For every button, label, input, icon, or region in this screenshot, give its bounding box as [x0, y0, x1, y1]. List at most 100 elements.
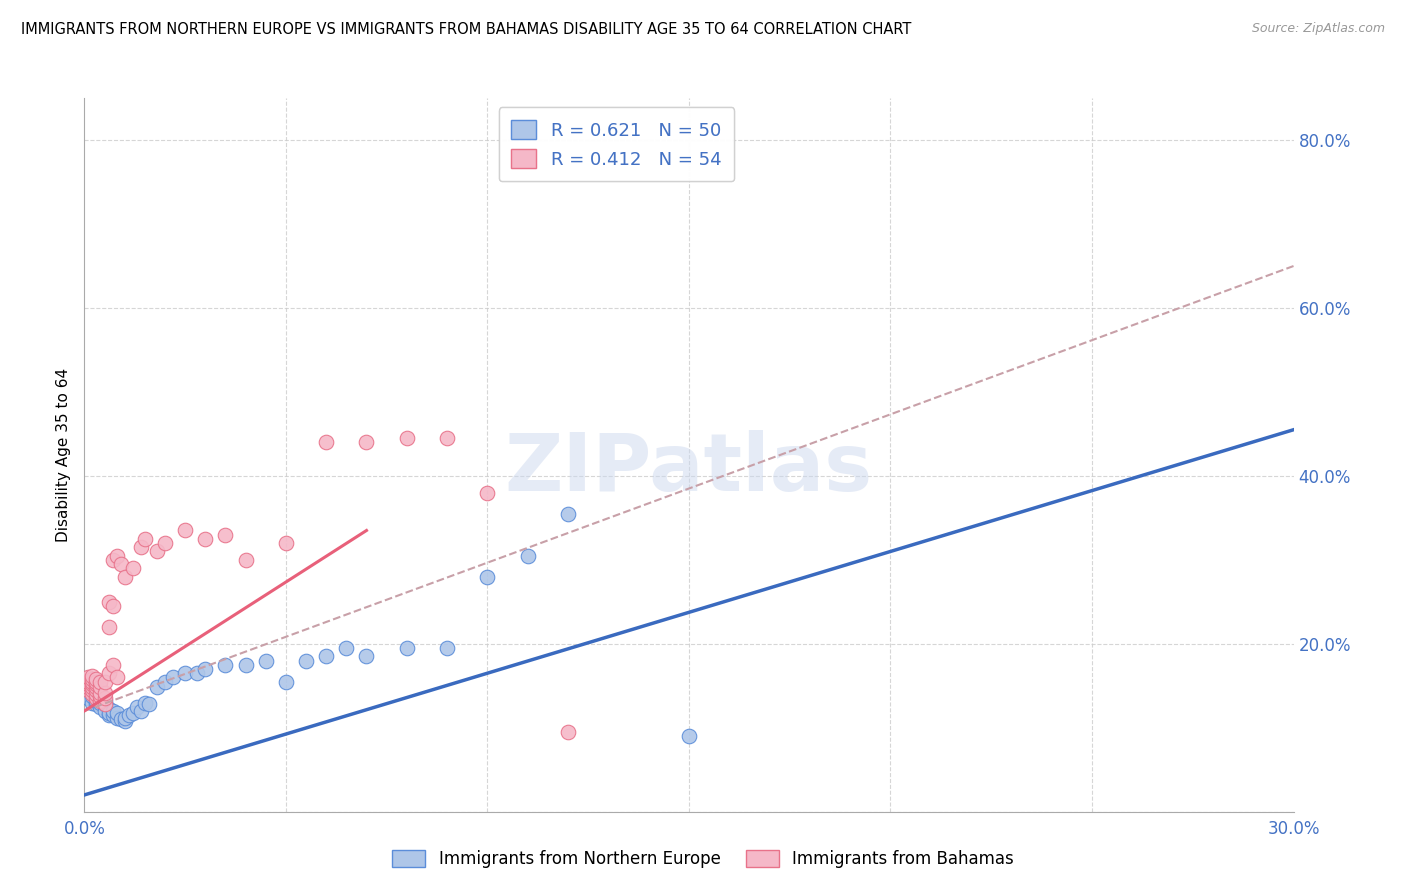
Point [77, 670, 100, 684]
Point [295, 654, 318, 668]
Point [315, 649, 337, 664]
Point [129, 541, 152, 555]
Point [101, 599, 124, 613]
Point [146, 544, 169, 558]
Point [93, 674, 115, 689]
Text: IMMIGRANTS FROM NORTHERN EUROPE VS IMMIGRANTS FROM BAHAMAS DISABILITY AGE 35 TO : IMMIGRANTS FROM NORTHERN EUROPE VS IMMIG… [21, 22, 911, 37]
Point [97, 595, 120, 609]
Point [77, 674, 100, 689]
Point [110, 712, 132, 726]
Point [77, 691, 100, 706]
Point [82, 689, 104, 703]
Point [86, 674, 108, 689]
Point [436, 640, 458, 655]
Point [93, 691, 115, 706]
Point [129, 704, 152, 718]
Point [89, 685, 111, 699]
Point [125, 699, 148, 714]
Point [82, 672, 104, 686]
Point [678, 729, 700, 743]
Point [557, 725, 579, 739]
Point [153, 674, 176, 689]
Point [214, 527, 236, 541]
Point [174, 524, 197, 538]
Point [356, 435, 378, 450]
Point [89, 681, 111, 695]
Point [114, 569, 136, 583]
Point [121, 706, 143, 720]
Point [274, 674, 297, 689]
Point [105, 711, 128, 725]
Point [153, 536, 176, 550]
Point [82, 696, 104, 710]
Point [86, 677, 108, 691]
Point [146, 681, 169, 695]
Point [89, 696, 111, 710]
Legend: R = 0.621   N = 50, R = 0.412   N = 54: R = 0.621 N = 50, R = 0.412 N = 54 [499, 107, 734, 181]
Point [86, 689, 108, 703]
Point [134, 696, 156, 710]
Text: ZIPatlas: ZIPatlas [505, 430, 873, 508]
Point [82, 669, 104, 683]
Point [214, 657, 236, 672]
Point [335, 640, 357, 655]
Point [105, 706, 128, 720]
Point [82, 677, 104, 691]
Point [86, 672, 108, 686]
Point [118, 708, 141, 723]
Point [186, 666, 208, 681]
Point [101, 708, 124, 723]
Point [105, 549, 128, 563]
Point [93, 698, 115, 712]
Point [97, 620, 120, 634]
Point [395, 431, 418, 445]
Point [134, 532, 156, 546]
Point [82, 683, 104, 698]
Point [114, 711, 136, 725]
Y-axis label: Disability Age 35 to 64: Disability Age 35 to 64 [56, 368, 72, 542]
Point [105, 670, 128, 684]
Point [97, 702, 120, 716]
Point [436, 431, 458, 445]
Point [86, 694, 108, 708]
Point [101, 553, 124, 567]
Point [86, 683, 108, 698]
Point [82, 687, 104, 701]
Point [97, 706, 120, 720]
Point [557, 507, 579, 521]
Point [82, 685, 104, 699]
Point [516, 549, 538, 563]
Point [89, 699, 111, 714]
Point [86, 681, 108, 695]
Point [110, 557, 132, 571]
Point [86, 698, 108, 712]
Point [82, 681, 104, 695]
Point [162, 670, 184, 684]
Point [194, 532, 217, 546]
Point [395, 640, 418, 655]
Point [89, 691, 111, 706]
Point [82, 674, 104, 689]
Point [86, 691, 108, 706]
Text: Source: ZipAtlas.com: Source: ZipAtlas.com [1251, 22, 1385, 36]
Point [97, 708, 120, 723]
Point [101, 657, 124, 672]
Point [356, 649, 378, 664]
Point [101, 704, 124, 718]
Point [77, 683, 100, 698]
Point [114, 714, 136, 728]
Point [274, 536, 297, 550]
Point [93, 704, 115, 718]
Point [477, 569, 499, 583]
Point [89, 694, 111, 708]
Point [89, 689, 111, 703]
Point [77, 683, 100, 698]
Point [254, 654, 277, 668]
Point [235, 553, 257, 567]
Point [93, 698, 115, 712]
Point [477, 485, 499, 500]
Point [77, 677, 100, 691]
Point [121, 561, 143, 575]
Point [194, 662, 217, 676]
Point [97, 666, 120, 681]
